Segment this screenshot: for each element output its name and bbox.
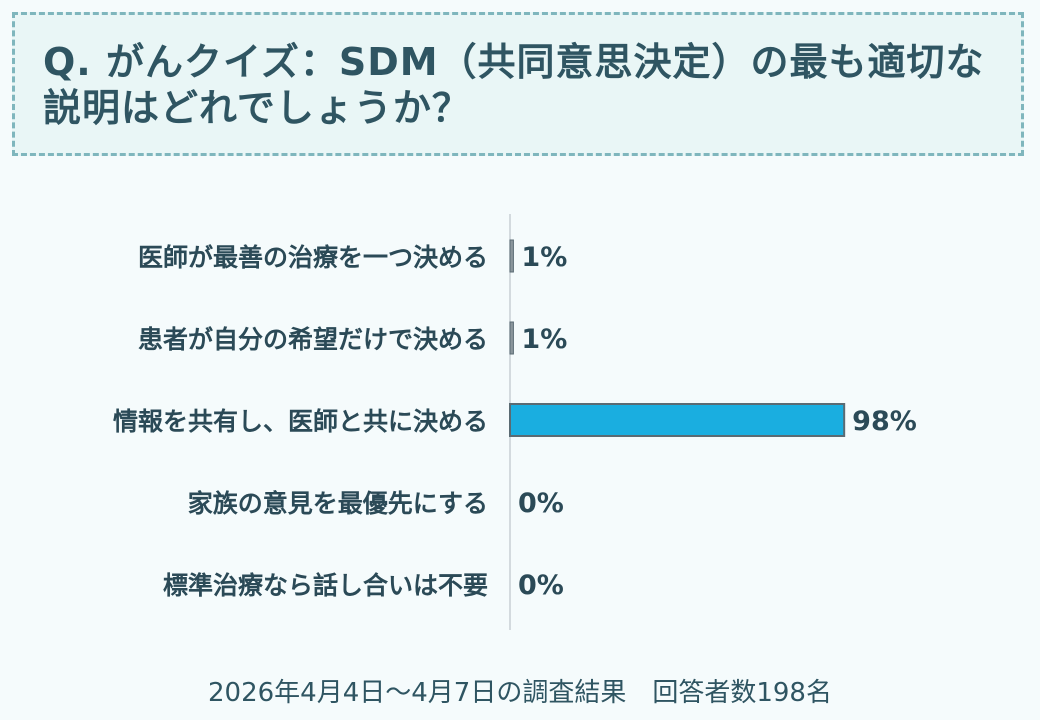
category-label: 医師が最善の治療を一つ決める (138, 243, 488, 272)
category-label: 家族の意見を最優先にする (188, 489, 488, 518)
survey-footer: 2026年4月4日～4月7日の調査結果 回答者数198名 (208, 678, 832, 708)
value-label: 1% (521, 242, 567, 273)
bar (509, 239, 514, 273)
category-label: 患者が自分の希望だけで決める (138, 325, 488, 354)
bar (509, 321, 514, 355)
value-label: 98% (852, 406, 917, 437)
category-label: 情報を共有し、医師と共に決める (113, 407, 488, 436)
category-label: 標準治療なら話し合いは不要 (163, 571, 488, 600)
value-label: 0% (518, 488, 564, 519)
question-title: Q. がんクイズ：SDM（共同意思決定）の最も適切な説明はどれでしょうか？ (43, 40, 985, 130)
value-label: 1% (521, 324, 567, 355)
value-label: 0% (518, 570, 564, 601)
bar (509, 403, 846, 437)
question-box: Q. がんクイズ：SDM（共同意思決定）の最も適切な説明はどれでしょうか？ (12, 12, 1024, 156)
bar-chart: 医師が最善の治療を一つ決める 1% 患者が自分の希望だけで決める 1% 情報を共有し、医… (113, 214, 917, 630)
